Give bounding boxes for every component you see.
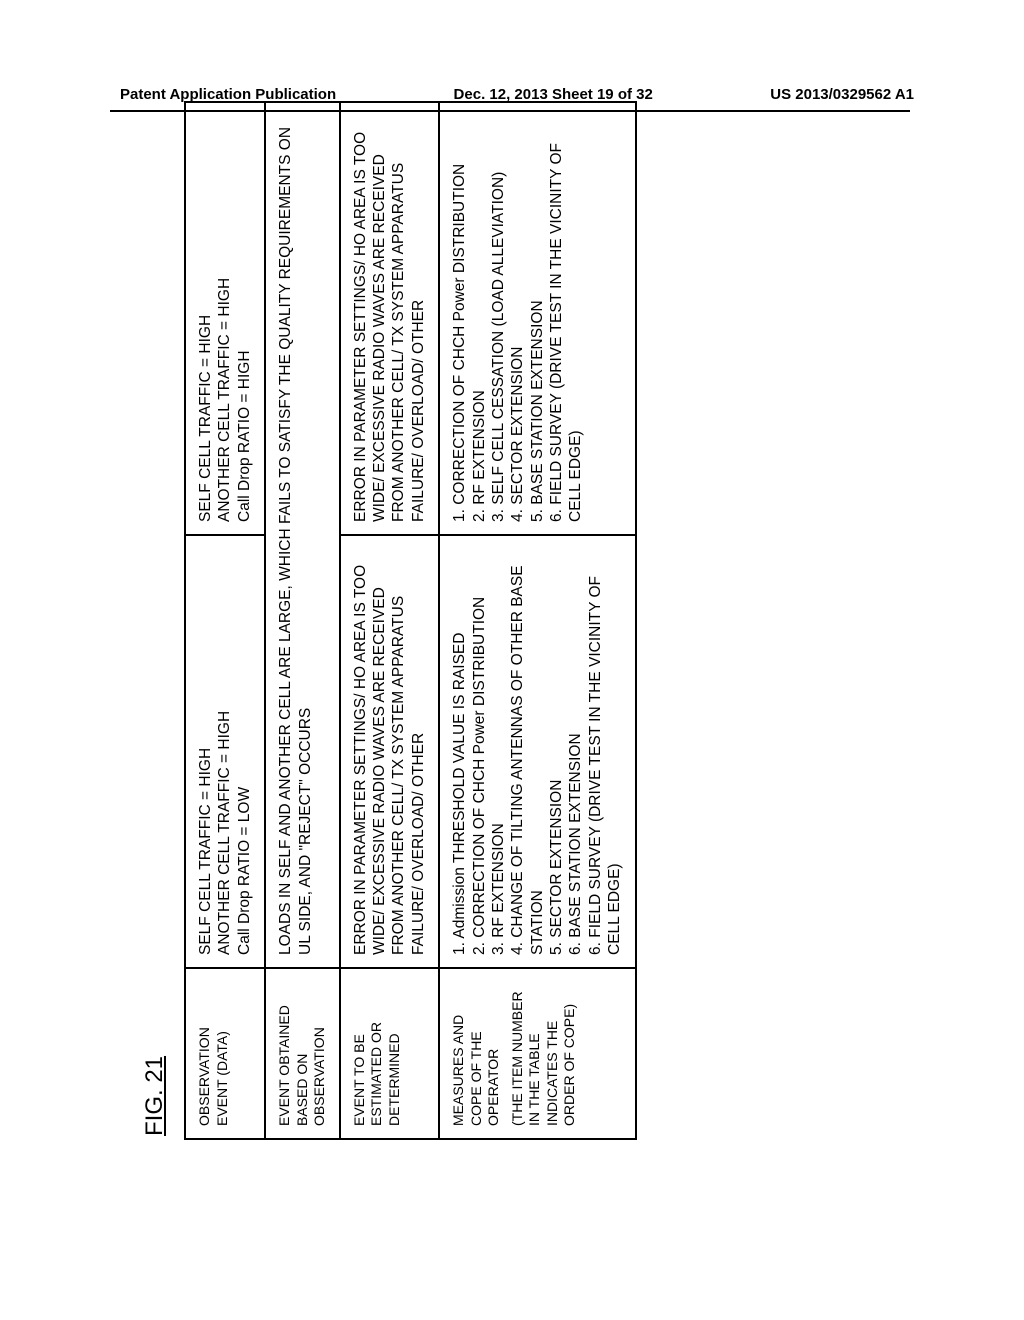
cell-measures-b: 1. CORRECTION OF CHCH Power DISTRIBUTION… xyxy=(439,102,635,535)
cell-event-span: LOADS IN SELF AND ANOTHER CELL ARE LARGE… xyxy=(265,102,340,968)
list-item: 1. CORRECTION OF CHCH Power DISTRIBUTION xyxy=(450,115,469,522)
list-item: 6. FIELD SURVEY (DRIVE TEST IN THE VICIN… xyxy=(586,548,625,955)
list-item: 6. FIELD SURVEY (DRIVE TEST IN THE VICIN… xyxy=(547,115,586,522)
cell-observation-a: SELF CELL TRAFFIC = HIGH ANOTHER CELL TR… xyxy=(185,535,265,968)
list-item: 2. CORRECTION OF CHCH Power DISTRIBUTION xyxy=(470,548,489,955)
list-item: 6. BASE STATION EXTENSION xyxy=(566,548,585,955)
table-row: EVENT OBTAINED BASED ON OBSERVATION LOAD… xyxy=(265,102,340,1139)
list-item: 2. RF EXTENSION xyxy=(470,115,489,522)
row-head-measures: MEASURES AND COPE OF THE OPERATOR (THE I… xyxy=(439,968,635,1139)
line: SELF CELL TRAFFIC = HIGH xyxy=(196,548,215,955)
table-row: OBSERVATION EVENT (DATA) SELF CELL TRAFF… xyxy=(185,102,265,1139)
list-item: 4. CHANGE OF TILTING ANTENNAS OF OTHER B… xyxy=(508,548,547,955)
list-item: 1. Admission THRESHOLD VALUE IS RAISED xyxy=(450,548,469,955)
list-item: 5. BASE STATION EXTENSION xyxy=(528,115,547,522)
table-row: EVENT TO BE ESTIMATED OR DETERMINED ERRO… xyxy=(340,102,440,1139)
row-head-event: EVENT OBTAINED BASED ON OBSERVATION xyxy=(265,968,340,1139)
cell-estimate-a: ERROR IN PARAMETER SETTINGS/ HO AREA IS … xyxy=(340,535,440,968)
cell-measures-a: 1. Admission THRESHOLD VALUE IS RAISED 2… xyxy=(439,535,635,968)
list-item: 3. SELF CELL CESSATION (LOAD ALLEVIATION… xyxy=(489,115,508,522)
figure-label: FIG. 21 xyxy=(140,180,170,1136)
list-item: 3. RF EXTENSION xyxy=(489,548,508,955)
figure-table: OBSERVATION EVENT (DATA) SELF CELL TRAFF… xyxy=(184,101,637,1140)
list-item: 4. SECTOR EXTENSION xyxy=(508,115,527,522)
line: Call Drop RATIO = HIGH xyxy=(235,115,254,522)
row-head-estimate: EVENT TO BE ESTIMATED OR DETERMINED xyxy=(340,968,440,1139)
cell-estimate-b: ERROR IN PARAMETER SETTINGS/ HO AREA IS … xyxy=(340,102,440,535)
figure-21: FIG. 21 OBSERVATION EVENT (DATA) SELF CE… xyxy=(140,180,910,1140)
cell-observation-b: SELF CELL TRAFFIC = HIGH ANOTHER CELL TR… xyxy=(185,102,265,535)
line: ANOTHER CELL TRAFFIC = HIGH xyxy=(215,548,234,955)
figure-rotated-wrap: FIG. 21 OBSERVATION EVENT (DATA) SELF CE… xyxy=(45,275,1005,1045)
line: SELF CELL TRAFFIC = HIGH xyxy=(196,115,215,522)
line: Call Drop RATIO = LOW xyxy=(235,548,254,955)
list-item: 5. SECTOR EXTENSION xyxy=(547,548,566,955)
table-row: MEASURES AND COPE OF THE OPERATOR (THE I… xyxy=(439,102,635,1139)
line: MEASURES AND COPE OF THE OPERATOR xyxy=(450,981,503,1126)
line: (THE ITEM NUMBER IN THE TABLE INDICATES … xyxy=(509,981,579,1126)
row-head-observation: OBSERVATION EVENT (DATA) xyxy=(185,968,265,1139)
header-right: US 2013/0329562 A1 xyxy=(770,86,914,103)
line: ANOTHER CELL TRAFFIC = HIGH xyxy=(215,115,234,522)
